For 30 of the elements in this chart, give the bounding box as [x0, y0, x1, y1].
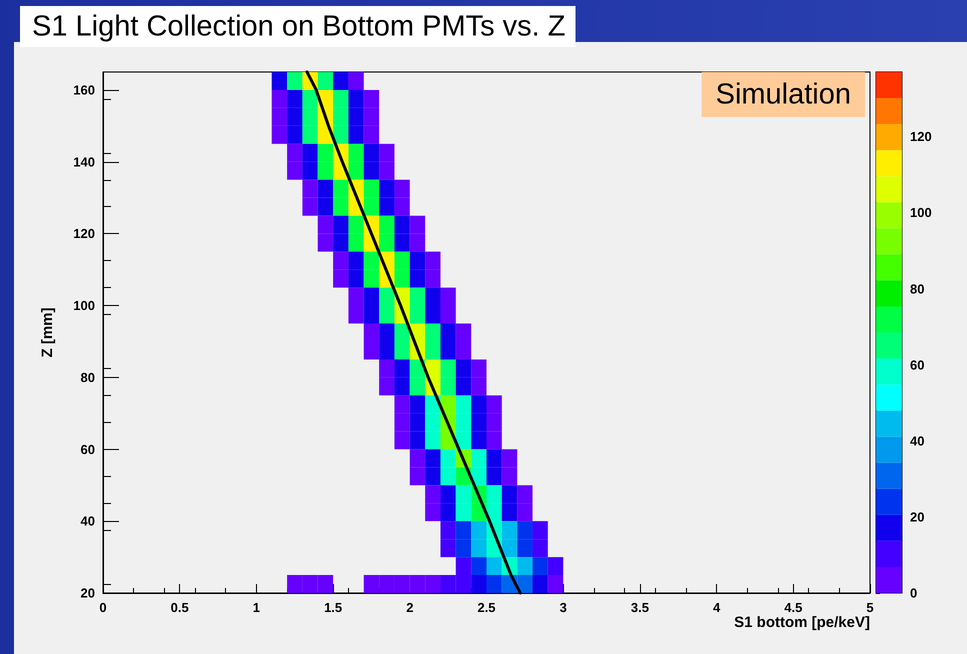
color-bar-label: 60 [910, 357, 924, 372]
x-tick-label: 4 [712, 600, 721, 615]
color-bar-label: 120 [910, 129, 932, 144]
x-tick-label: 0.5 [170, 600, 189, 615]
color-bar-label: 80 [910, 281, 924, 296]
x-tick-label: 4.5 [784, 600, 802, 615]
x-tick-label: 3 [560, 600, 567, 615]
x-tick-label: 1.5 [324, 600, 342, 615]
x-tick-label: 2 [406, 600, 414, 615]
y-tick-label: 120 [73, 226, 95, 242]
chart-title: S1 Light Collection on Bottom PMTs vs. Z [32, 10, 566, 42]
y-tick-label: 40 [80, 514, 95, 529]
color-bar-label: 40 [910, 433, 924, 448]
x-tick-label: 0 [99, 600, 107, 615]
x-tick-label: 5 [866, 600, 874, 615]
y-tick-label: 60 [80, 442, 95, 457]
x-tick-label: 1 [252, 600, 260, 615]
y-axis-title: Z [mm] [39, 308, 56, 358]
color-bar-label: 100 [910, 205, 932, 220]
y-tick-label: 80 [80, 370, 95, 385]
color-bar-label: 20 [910, 509, 924, 524]
x-tick-label: 3.5 [630, 600, 649, 615]
color-bar-label: 0 [910, 586, 918, 600]
annotation: Simulation [716, 78, 852, 110]
y-tick-label: 160 [73, 82, 95, 98]
y-tick-label: 140 [73, 154, 95, 170]
x-axis-title: S1 bottom [pe/keV] [734, 614, 870, 631]
y-tick-label: 100 [73, 298, 95, 314]
y-tick-label: 20 [80, 586, 95, 600]
x-tick-label: 2.5 [477, 600, 496, 615]
